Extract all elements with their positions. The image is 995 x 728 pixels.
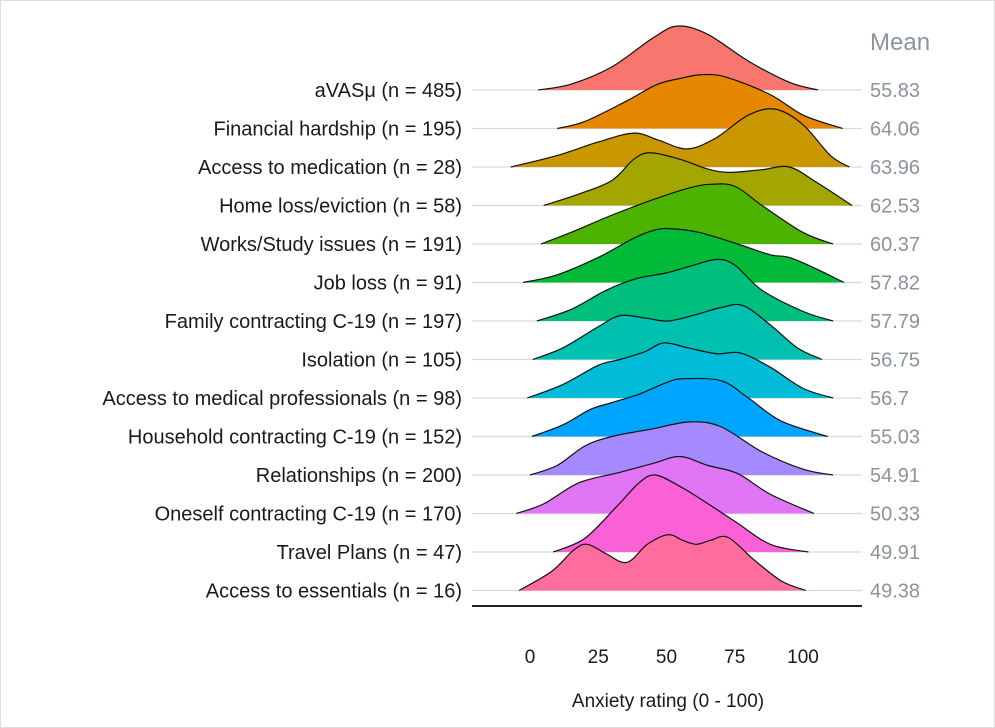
ridge-fill [527,342,834,398]
ridge-outline [557,73,843,130]
ridge-fill [540,183,834,244]
category-label: Oneself contracting C-19 (n = 170) [155,504,462,526]
ridge-fill [523,228,844,283]
x-tick-label: 75 [724,647,745,668]
x-tick-label: 25 [588,647,609,668]
mean-value: 49.91 [870,542,920,564]
ridge-outline [531,377,828,438]
ridge-outline [510,108,850,168]
ridge-fill [519,534,806,591]
ridge-outline [529,421,834,476]
mean-value: 62.53 [870,196,920,218]
ridge-outline [527,342,834,399]
category-label: Travel Plans (n = 47) [277,542,462,564]
mean-value: 49.38 [870,581,920,603]
category-label: Financial hardship (n = 195) [214,119,462,141]
x-tick-label: 50 [656,647,677,668]
ridge-fill [532,304,823,360]
category-label: Household contracting C-19 (n = 152) [128,427,462,449]
ridge-outline [532,303,823,361]
mean-value: 55.83 [870,80,920,102]
ridge-outline [543,152,853,207]
mean-value: 57.79 [870,311,920,333]
category-label: Relationships (n = 200) [256,465,462,487]
ridge-fill [553,474,809,552]
category-label: Home loss/eviction (n = 58) [219,196,462,218]
category-label: Family contracting C-19 (n = 197) [165,311,462,333]
mean-value: 50.33 [870,504,920,526]
ridge-fill [536,259,834,321]
ridge-outline [538,25,819,91]
ridge-outline [516,455,815,515]
mean-header: Mean [870,29,930,56]
ridge-fill [510,108,850,167]
mean-value: 54.91 [870,465,920,487]
mean-value: 60.37 [870,234,920,256]
category-label: Access to medication (n = 28) [198,157,462,179]
ridge-outline [536,258,834,322]
ridge-fill [531,378,828,437]
ridge-fill [538,26,819,91]
ridge-outline [552,474,809,553]
x-axis-label: Anxiety rating (0 - 100) [572,691,764,712]
ridge-outline [518,534,806,592]
x-tick-label: 0 [525,647,536,668]
category-label: Isolation (n = 105) [301,350,462,372]
x-tick-label: 100 [787,647,819,668]
category-label: Access to essentials (n = 16) [206,581,462,603]
mean-value: 64.06 [870,119,920,141]
mean-value: 57.82 [870,273,920,295]
category-label: Access to medical professionals (n = 98) [102,388,462,410]
mean-value: 63.96 [870,157,920,179]
category-label: Job loss (n = 91) [314,273,462,295]
mean-value: 56.75 [870,350,920,372]
mean-value: 55.03 [870,427,920,449]
ridge-outline [540,183,834,245]
ridge-fill [543,152,853,206]
mean-value: 56.7 [870,388,909,410]
category-label: Works/Study issues (n = 191) [201,234,462,256]
ridge-outline [523,227,845,284]
ridge-fill [530,421,834,475]
category-label: aVASμ (n = 485) [315,80,462,102]
